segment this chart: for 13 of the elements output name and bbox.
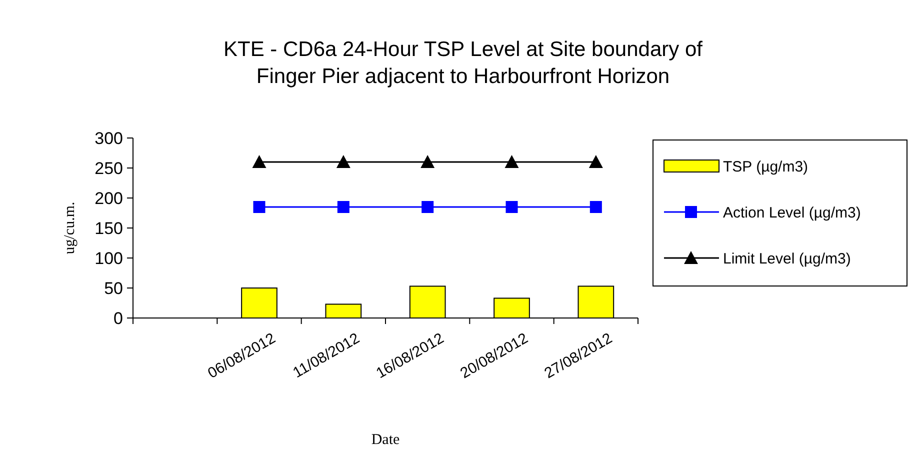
legend-label: Limit Level (µg/m3) xyxy=(723,250,851,268)
x-axis-title: Date xyxy=(371,432,400,448)
y-axis-title: ug/cu.m. xyxy=(62,202,78,254)
y-tick-label: 200 xyxy=(94,188,123,208)
y-tick-label: 300 xyxy=(94,128,123,148)
chart-title: KTE - CD6a 24-Hour TSP Level at Site boundary of Finger Pier adjacent to Harbourfront Horizon xyxy=(224,38,703,88)
legend-label: Action Level (µg/m3) xyxy=(723,204,861,222)
y-tick-label: 250 xyxy=(94,158,123,178)
y-tick-label: 0 xyxy=(114,308,123,328)
y-tick-label: 150 xyxy=(94,218,123,238)
legend-label: TSP (µg/m3) xyxy=(723,158,808,176)
y-tick-label: 50 xyxy=(104,278,123,298)
y-tick-label: 100 xyxy=(94,248,123,268)
